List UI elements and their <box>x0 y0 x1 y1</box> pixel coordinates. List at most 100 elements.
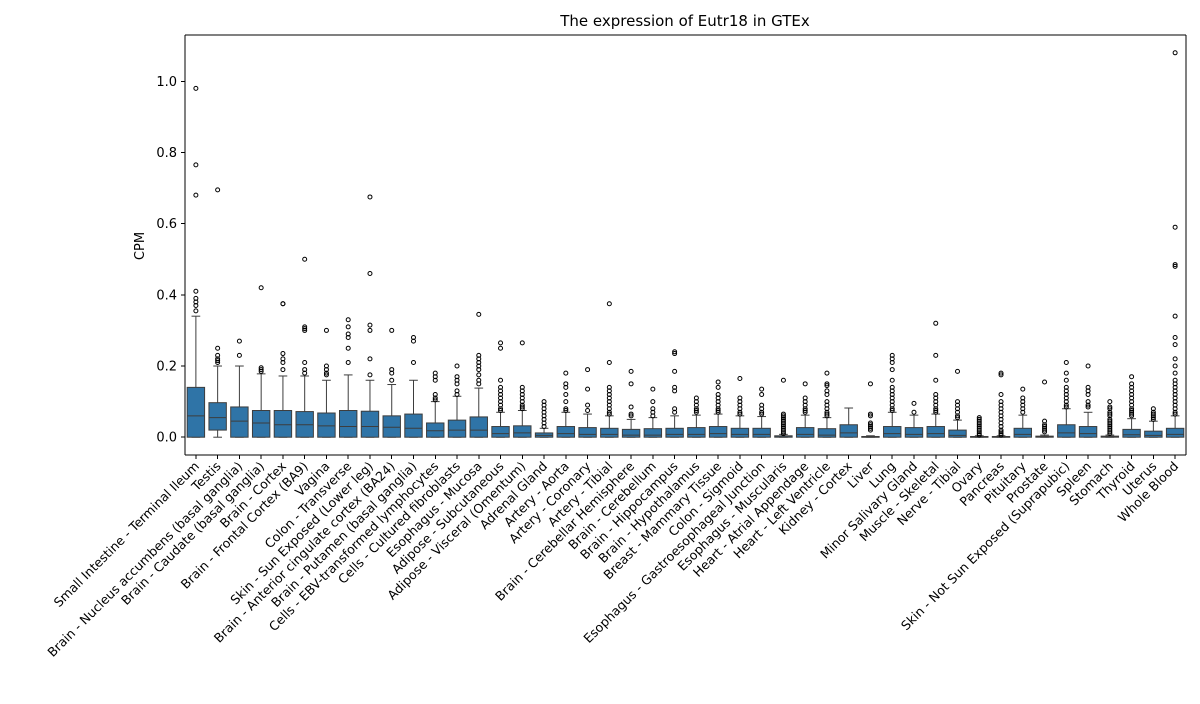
outlier-point <box>323 372 329 378</box>
outlier-point <box>498 345 504 351</box>
outlier-point <box>193 288 199 294</box>
box-group <box>513 340 532 438</box>
outlier-point <box>715 379 721 385</box>
outlier-point <box>759 402 765 408</box>
box-group <box>795 381 815 438</box>
outlier-point <box>519 384 525 390</box>
outlier-point <box>519 340 525 346</box>
outlier-point <box>585 367 591 373</box>
box-group <box>230 338 249 438</box>
outlier-point <box>824 381 830 387</box>
outlier-point <box>280 367 286 373</box>
box-group <box>360 194 380 438</box>
box-group <box>1078 363 1098 438</box>
outlier-point <box>802 408 808 414</box>
outlier-point <box>302 326 308 332</box>
outlier-point <box>193 85 199 91</box>
outlier-point <box>693 395 699 401</box>
outlier-point <box>345 331 351 337</box>
box-group <box>926 320 945 438</box>
outlier-point <box>759 386 765 392</box>
outlier-point <box>367 194 373 200</box>
outlier-point <box>280 356 286 362</box>
outlier-point <box>933 408 939 414</box>
outlier-point <box>498 408 504 414</box>
box <box>1122 428 1141 438</box>
outlier-point <box>1085 404 1091 410</box>
outlier-point <box>933 352 939 358</box>
box-group <box>904 400 924 438</box>
outlier-point <box>258 365 264 371</box>
box <box>665 427 684 438</box>
outlier-point <box>824 388 830 394</box>
outlier-point <box>345 317 351 323</box>
outlier-point <box>606 411 612 417</box>
outlier-point <box>1020 395 1026 401</box>
outlier-point <box>976 416 982 422</box>
box <box>273 410 293 438</box>
box-group <box>469 311 488 438</box>
box-group <box>991 370 1011 438</box>
outlier-point <box>367 322 373 328</box>
box-group <box>600 301 619 438</box>
outlier-point <box>1085 399 1091 405</box>
outlier-point <box>867 413 873 419</box>
box <box>360 410 380 438</box>
chart-title: The expression of Eutr18 in GTEx <box>559 12 810 30</box>
outlier-point <box>802 395 808 401</box>
outlier-point <box>998 370 1004 376</box>
box-group <box>578 367 597 438</box>
outlier-point <box>998 391 1004 397</box>
outlier-point <box>1042 418 1048 424</box>
outlier-point <box>302 359 308 365</box>
box <box>578 427 597 438</box>
outlier-point <box>693 408 699 414</box>
outlier-point <box>585 402 591 408</box>
outlier-point <box>498 384 504 390</box>
outlier-point <box>1129 381 1135 387</box>
outlier-point <box>323 363 329 369</box>
outlier-point <box>715 391 721 397</box>
box <box>447 419 467 438</box>
outlier-point <box>1172 335 1178 341</box>
box-group <box>382 327 401 438</box>
box-group <box>687 395 706 438</box>
box <box>556 426 576 438</box>
outlier-point <box>215 352 221 358</box>
outlier-point <box>1085 384 1091 390</box>
outlier-point <box>302 324 308 330</box>
outlier-point <box>1107 411 1113 417</box>
outlier-point <box>476 311 482 317</box>
box <box>1078 426 1098 438</box>
outlier-point <box>1042 424 1048 430</box>
outlier-point <box>780 411 786 417</box>
outlier-point <box>1020 386 1026 392</box>
box-group <box>839 407 858 438</box>
outlier-point <box>585 408 591 414</box>
outlier-point <box>933 377 939 383</box>
outlier-point <box>759 391 765 397</box>
outlier-point <box>563 370 569 376</box>
outlier-point <box>1172 224 1178 230</box>
outlier-point <box>628 413 634 419</box>
outlier-point <box>715 408 721 414</box>
box-group <box>1100 399 1120 438</box>
box-group <box>621 368 641 438</box>
outlier-point <box>737 411 743 417</box>
outlier-point <box>824 399 830 405</box>
outlier-point <box>476 377 482 383</box>
outlier-point <box>432 391 438 397</box>
outlier-point <box>410 335 416 341</box>
outlier-point <box>563 399 569 405</box>
box <box>186 386 206 438</box>
outlier-point <box>889 367 895 373</box>
box-group <box>1035 379 1054 438</box>
outlier-point <box>955 368 961 374</box>
outlier-point <box>715 384 721 390</box>
box-group <box>186 85 206 438</box>
box <box>948 429 967 438</box>
box-group <box>404 335 423 438</box>
y-tick-label: 0.4 <box>156 288 177 303</box>
box-group <box>1144 406 1163 438</box>
